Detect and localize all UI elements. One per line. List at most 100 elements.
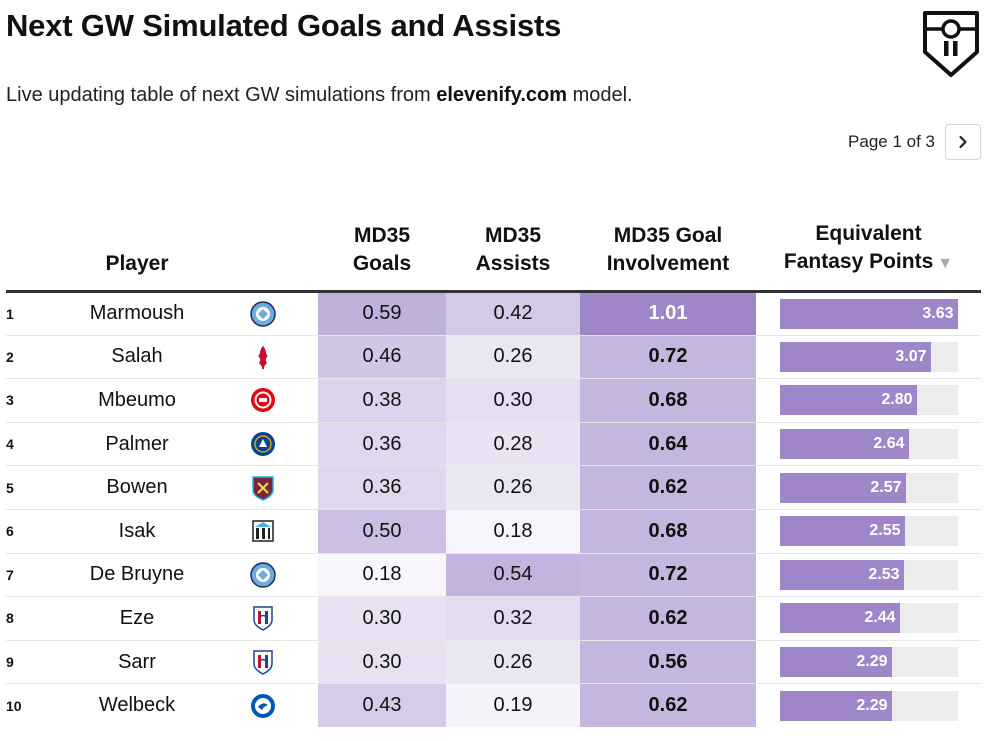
fantasy-points-label: 2.29: [856, 653, 888, 671]
fantasy-points-bar-track: 2.64: [779, 429, 958, 460]
rank-cell: 4: [6, 436, 14, 453]
goal-involvement-header[interactable]: MD35 Goal Involvement: [606, 224, 730, 275]
table-row: 7 De Bruyne 0.18 0.54 0.72 2.53: [6, 553, 981, 597]
assists-cell: 0.42: [446, 291, 580, 336]
fantasy-points-cell: 2.53: [756, 553, 981, 597]
player-name-cell: Sarr: [118, 650, 156, 673]
goals-cell: 0.43: [318, 683, 446, 728]
fantasy-points-bar: [779, 298, 958, 329]
fantasy-points-bar: [779, 429, 909, 460]
brentford-badge-icon: [251, 388, 275, 413]
pagination: Page 1 of 3: [848, 124, 981, 160]
assists-cell: 0.30: [446, 378, 580, 423]
table-row: 1 Marmoush 0.59 0.42 1.01 3.63: [6, 291, 981, 336]
assists-cell: 0.18: [446, 509, 580, 554]
simulation-table: Player MD35 Goals MD35 Assists MD35 Goal In…: [6, 220, 981, 728]
team-badge-cell: [208, 379, 318, 423]
rank-cell: 2: [6, 348, 14, 365]
sort-desc-icon: ▼: [937, 255, 954, 272]
fantasy-points-label: 3.07: [895, 347, 927, 365]
goal-involvement-cell: 0.56: [580, 640, 756, 684]
goal-involvement-cell: 0.64: [580, 422, 756, 466]
rank-cell: 3: [6, 392, 14, 409]
team-badge-cell: [208, 553, 318, 597]
fantasy-points-label: 3.63: [922, 304, 954, 322]
assists-cell: 0.26: [446, 640, 580, 684]
player-header[interactable]: Player: [105, 252, 169, 275]
rank-cell: 1: [6, 305, 14, 322]
player-name-cell: Welbeck: [98, 694, 176, 717]
rank-cell: 9: [6, 654, 14, 671]
goals-cell: 0.59: [318, 291, 446, 336]
brighton-badge-icon: [251, 693, 275, 718]
liverpool-badge-icon: [258, 345, 268, 369]
fantasy-points-bar-track: 2.29: [779, 690, 958, 721]
chevron-right-icon: [959, 135, 967, 149]
fantasy-points-label: 2.53: [868, 565, 900, 583]
fantasy-points-bar: [779, 385, 917, 416]
goal-involvement-cell: 0.62: [580, 465, 756, 510]
goals-cell: 0.36: [318, 422, 446, 466]
team-badge-cell: [208, 466, 318, 510]
fantasy-points-label: 2.29: [856, 696, 888, 714]
fantasy-points-header[interactable]: Equivalent Fantasy Points ▼: [783, 222, 954, 273]
table-row: 6 Isak 0.50 0.18 0.68 2.55: [6, 509, 981, 554]
next-page-button[interactable]: [945, 124, 981, 160]
goals-cell: 0.46: [318, 335, 446, 379]
man-city-badge-icon: [250, 562, 276, 588]
fantasy-points-bar-track: 2.80: [779, 385, 958, 416]
page-title: Next GW Simulated Goals and Assists: [6, 8, 562, 43]
chelsea-badge-icon: [251, 432, 275, 457]
table-row: 5 Bowen 0.36 0.26 0.62 2.57: [6, 465, 981, 510]
fantasy-points-bar-track: 2.55: [779, 516, 958, 547]
fantasy-points-bar: [779, 647, 892, 678]
team-badge-cell: [208, 640, 318, 684]
assists-cell: 0.19: [446, 683, 580, 728]
player-name-cell: De Bruyne: [89, 563, 185, 586]
fantasy-points-cell: 3.07: [756, 335, 981, 379]
crystal-palace-badge-icon: [253, 650, 273, 675]
rank-cell: 5: [6, 479, 14, 496]
player-name-cell: Isak: [118, 519, 156, 542]
assists-cell: 0.28: [446, 422, 580, 466]
fantasy-points-bar-track: 2.57: [779, 472, 958, 503]
fantasy-points-bar: [779, 516, 905, 547]
fantasy-points-cell: 2.29: [756, 640, 981, 684]
fantasy-points-bar-track: 2.44: [779, 603, 958, 634]
fantasy-points-cell: 2.64: [756, 422, 981, 466]
fantasy-points-cell: 3.63: [756, 292, 981, 336]
goals-cell: 0.38: [318, 378, 446, 423]
page-subtitle: Live updating table of next GW simulatio…: [6, 84, 633, 107]
fantasy-points-bar: [779, 603, 900, 634]
fantasy-points-label: 2.44: [864, 609, 896, 627]
goal-involvement-cell: 0.68: [580, 509, 756, 554]
fantasy-points-bar: [779, 690, 892, 721]
fantasy-points-label: 2.80: [881, 391, 913, 409]
elevenify-shield-icon: [923, 11, 979, 77]
player-name-cell: Marmoush: [89, 302, 185, 325]
player-name-cell: Eze: [119, 606, 155, 629]
fantasy-points-cell: 2.29: [756, 684, 981, 728]
crystal-palace-badge-icon: [253, 606, 273, 632]
rank-cell: 8: [6, 610, 14, 627]
table-row: 4 Palmer 0.36 0.28 0.64 2.64: [6, 422, 981, 466]
goal-involvement-cell: 0.72: [580, 335, 756, 379]
fantasy-points-bar: [779, 341, 931, 372]
fantasy-points-bar: [779, 559, 904, 590]
fantasy-points-cell: 2.55: [756, 509, 981, 553]
rank-header: [6, 220, 66, 292]
fantasy-points-label: 2.55: [869, 522, 901, 540]
goals-header[interactable]: MD35 Goals: [352, 224, 412, 275]
fantasy-points-bar-track: 3.07: [779, 341, 958, 372]
table-row: 2 Salah 0.46 0.26 0.72 3.07: [6, 335, 981, 379]
assists-header[interactable]: MD35 Assists: [475, 224, 551, 275]
fantasy-points-label: 2.57: [870, 478, 902, 496]
fantasy-points-bar-track: 3.63: [779, 298, 958, 329]
player-name-cell: Salah: [111, 345, 163, 368]
fantasy-points-bar-track: 2.53: [779, 559, 958, 590]
man-city-badge-icon: [250, 301, 276, 327]
rank-cell: 7: [6, 566, 14, 583]
rank-cell: 6: [6, 523, 14, 540]
team-badge-cell: [208, 509, 318, 553]
team-badge-cell: [208, 684, 318, 728]
